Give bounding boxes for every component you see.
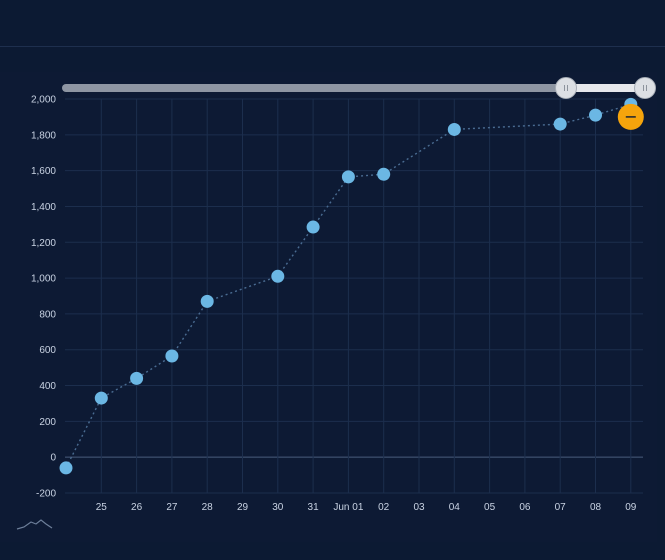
highlight-layer (617, 103, 644, 130)
x-tick-label: 28 (202, 502, 214, 513)
x-tick-label: 06 (519, 502, 531, 513)
y-tick-label: 400 (39, 381, 56, 392)
data-point[interactable] (341, 170, 355, 184)
x-tick-label: 08 (590, 502, 602, 513)
navigator-series-line (16, 519, 53, 530)
data-point[interactable] (130, 371, 144, 385)
x-tick-label: 29 (237, 502, 249, 513)
x-tick-label: 05 (484, 502, 496, 513)
grid-layer (65, 98, 643, 494)
x-tick-label: 02 (378, 502, 390, 513)
data-point[interactable] (589, 108, 602, 122)
chart-panel (0, 72, 657, 542)
x-tick-label: 26 (131, 502, 143, 513)
data-point[interactable] (306, 220, 320, 234)
y-tick-label: 1,800 (31, 130, 56, 141)
y-tick-label: 800 (39, 309, 56, 320)
y-tick-label: 0 (50, 453, 56, 464)
x-tick-label: 03 (413, 502, 425, 513)
x-tick-label: 04 (449, 502, 461, 513)
x-tick-label: 09 (625, 502, 637, 513)
y-tick-label: 1,400 (31, 202, 56, 213)
data-point[interactable] (94, 391, 108, 405)
x-tick-label: 27 (166, 502, 178, 513)
y-tick-label: 600 (39, 345, 56, 356)
data-point[interactable] (447, 122, 461, 136)
data-point[interactable] (165, 349, 179, 363)
x-tick-label: Jun 01 (333, 502, 363, 513)
x-tick-label: 31 (308, 502, 320, 513)
y-tick-label: -200 (36, 489, 56, 500)
y-tick-label: 1,600 (31, 166, 56, 177)
y-tick-label: 2,000 (31, 95, 56, 106)
x-tick-label: 30 (272, 502, 284, 513)
y-tick-label: 1,200 (31, 238, 56, 249)
slider-start-handle[interactable] (555, 77, 577, 99)
x-tick-label: 07 (555, 502, 567, 513)
data-point[interactable] (271, 269, 285, 283)
data-point[interactable] (377, 167, 391, 181)
navigator-mini-chart[interactable] (16, 519, 53, 530)
data-point[interactable] (553, 117, 567, 131)
top-bar (0, 0, 665, 47)
x-tick-label: 25 (96, 502, 108, 513)
y-tick-label: 1,000 (31, 274, 56, 285)
data-point[interactable] (200, 294, 214, 308)
axis-layer: -200 0 200 400 600 800 1,000 1,200 1,400 1,600 1,8… (31, 95, 637, 514)
y-tick-label: 200 (39, 417, 56, 428)
range-slider[interactable] (62, 77, 656, 99)
slider-end-handle[interactable] (634, 77, 656, 99)
data-point[interactable] (59, 461, 73, 475)
